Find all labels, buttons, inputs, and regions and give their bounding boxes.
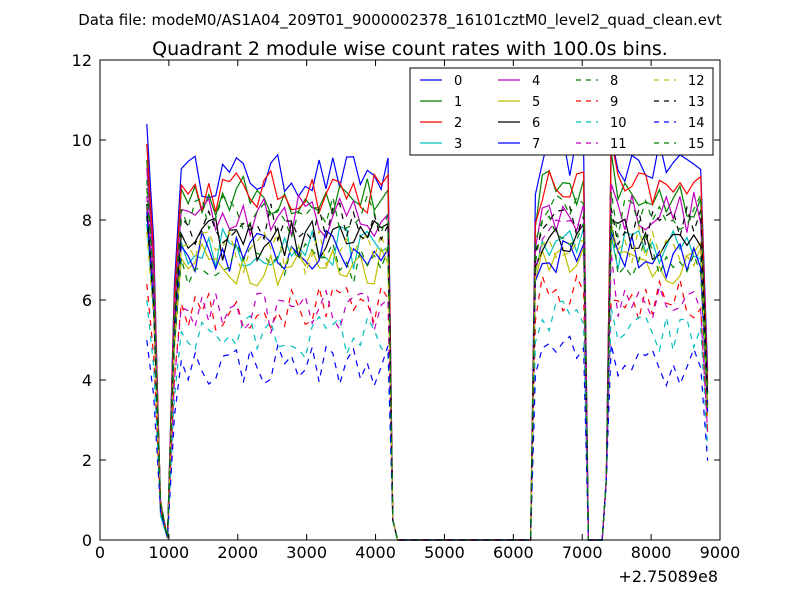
series-line-1 — [146, 151, 709, 541]
x-tick-label: 2000 — [217, 543, 258, 562]
legend-label-9: 9 — [610, 95, 618, 110]
series-line-10 — [146, 299, 709, 541]
legend-label-2: 2 — [454, 116, 462, 131]
legend-label-10: 10 — [610, 116, 627, 131]
chart-title: Quadrant 2 module wise count rates with … — [152, 38, 668, 60]
x-tick-label: 5000 — [424, 543, 465, 562]
legend-label-3: 3 — [454, 137, 462, 152]
chart-suptitle: Data file: modeM0/AS1A04_209T01_90000023… — [78, 11, 722, 30]
plot-area — [146, 123, 709, 541]
x-tick-label: 6000 — [493, 543, 534, 562]
series-line-5 — [146, 207, 709, 541]
legend-label-13: 13 — [688, 95, 705, 110]
legend-label-0: 0 — [454, 74, 462, 89]
series-line-2 — [146, 139, 709, 541]
y-tick-label: 2 — [82, 451, 92, 470]
y-tick-label: 10 — [72, 131, 92, 150]
x-tick-label: 1000 — [149, 543, 190, 562]
x-tick-label: 9000 — [700, 543, 741, 562]
axes: 0 1000 2000 3000 4000 5000 6000 7000 8000 9000 0 2 4… — [72, 51, 741, 562]
y-tick-label: 4 — [82, 371, 92, 390]
series-line-8 — [146, 187, 709, 541]
legend-label-11: 11 — [610, 137, 627, 152]
y-tick-label: 6 — [82, 291, 92, 310]
x-tick-label: 8000 — [631, 543, 672, 562]
legend-label-8: 8 — [610, 74, 618, 89]
x-tick-label: 4000 — [355, 543, 396, 562]
legend-label-7: 7 — [532, 137, 540, 152]
legend-label-14: 14 — [688, 116, 705, 131]
legend-label-15: 15 — [688, 137, 705, 152]
legend-box — [409, 67, 714, 156]
x-tick-label: 3000 — [286, 543, 327, 562]
legend-label-1: 1 — [454, 95, 462, 110]
series-line-3 — [146, 223, 709, 541]
series-line-4 — [146, 167, 709, 541]
legend-label-12: 12 — [688, 74, 705, 89]
legend-label-6: 6 — [532, 116, 540, 131]
series-line-14 — [146, 335, 709, 541]
x-tick-label: 7000 — [562, 543, 603, 562]
legend-label-4: 4 — [532, 74, 540, 89]
series-line-0 — [146, 123, 709, 541]
legend-label-5: 5 — [532, 95, 540, 110]
series-line-12 — [146, 225, 709, 541]
y-tick-label: 0 — [82, 531, 92, 550]
y-tick-label: 12 — [72, 51, 92, 70]
y-tick-label: 8 — [82, 211, 92, 230]
x-tick-label: 0 — [95, 543, 105, 562]
x-offset-label: +2.75089e8 — [618, 567, 718, 586]
